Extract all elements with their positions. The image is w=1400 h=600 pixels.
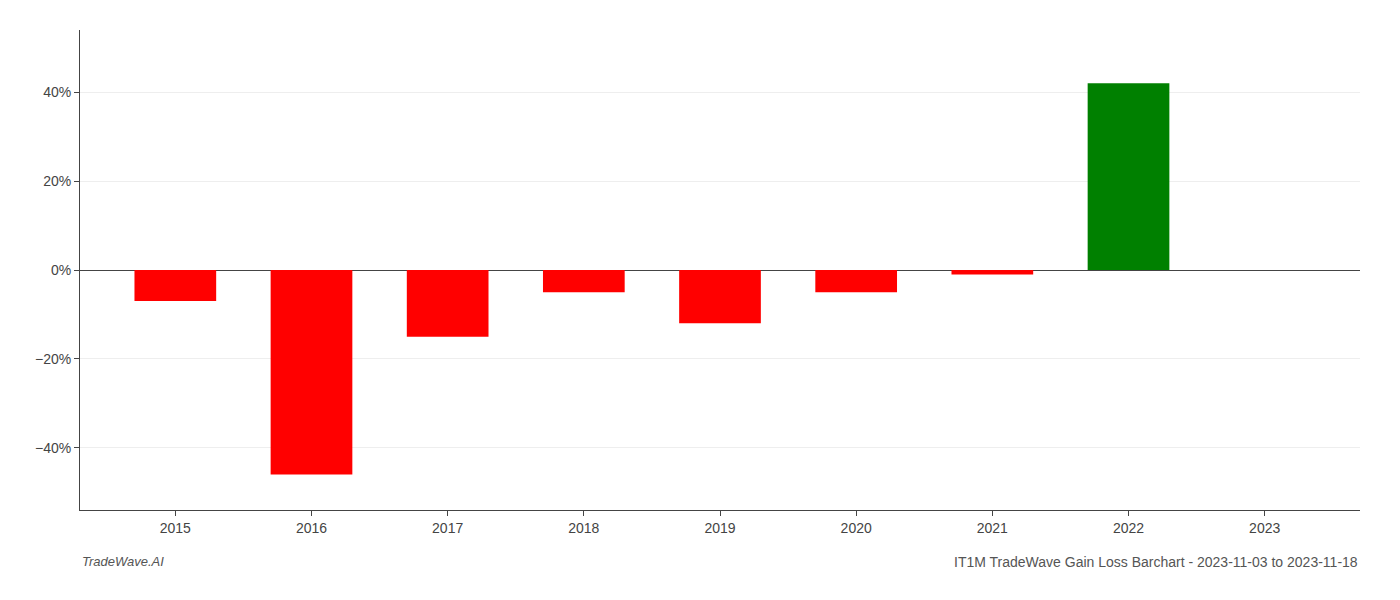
svg-text:2021: 2021 (977, 520, 1008, 536)
svg-text:2022: 2022 (1113, 520, 1144, 536)
svg-text:IT1M TradeWave Gain Loss Barch: IT1M TradeWave Gain Loss Barchart - 2023… (954, 554, 1358, 570)
svg-text:0%: 0% (51, 262, 71, 278)
svg-text:2016: 2016 (296, 520, 327, 536)
svg-text:−20%: −20% (35, 351, 71, 367)
svg-text:2017: 2017 (432, 520, 463, 536)
svg-text:20%: 20% (43, 173, 71, 189)
svg-text:2020: 2020 (841, 520, 872, 536)
svg-text:2018: 2018 (568, 520, 599, 536)
svg-text:40%: 40% (43, 84, 71, 100)
svg-text:−40%: −40% (35, 440, 71, 456)
svg-text:TradeWave.AI: TradeWave.AI (82, 554, 164, 569)
svg-text:2019: 2019 (704, 520, 735, 536)
svg-text:2023: 2023 (1249, 520, 1280, 536)
svg-text:2015: 2015 (160, 520, 191, 536)
